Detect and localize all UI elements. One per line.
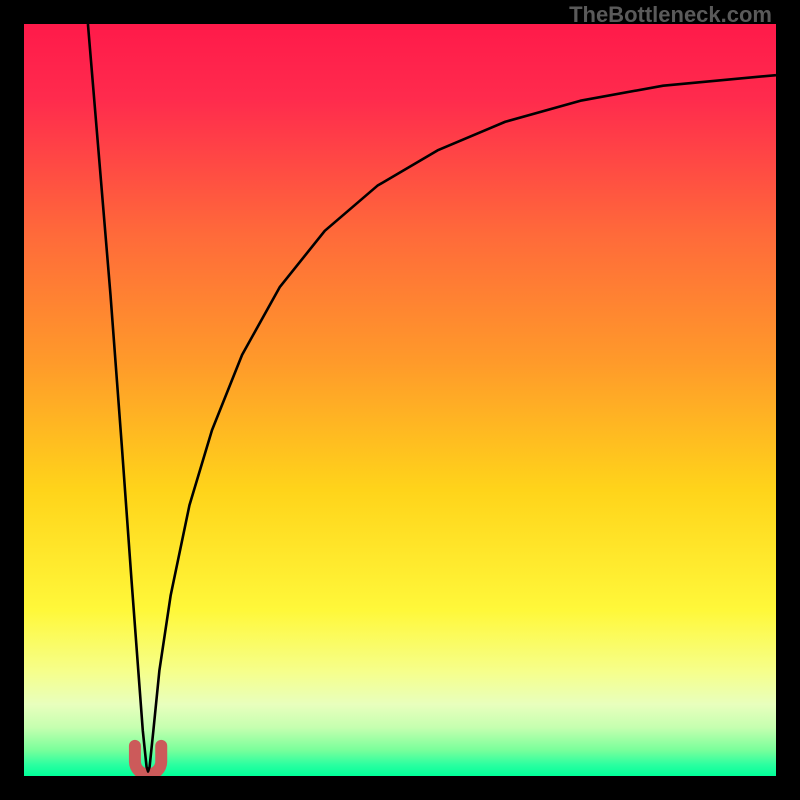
watermark-label: TheBottleneck.com — [569, 2, 772, 28]
curve-layer — [24, 24, 776, 776]
bottleneck-curve — [88, 24, 776, 771]
plot-area — [24, 24, 776, 776]
chart-container: TheBottleneck.com — [0, 0, 800, 800]
